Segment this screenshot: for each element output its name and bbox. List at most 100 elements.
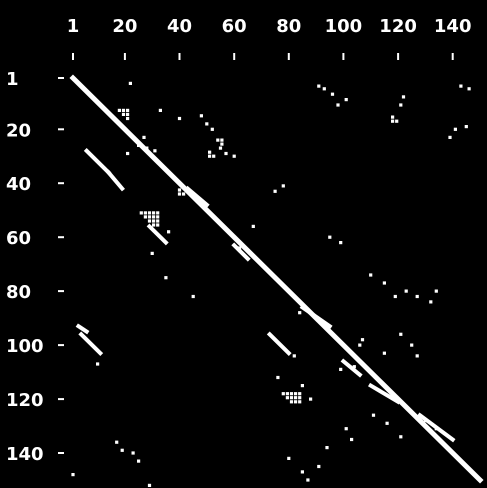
nonzero-point: [325, 446, 329, 450]
x-tick-label: 100: [325, 16, 363, 37]
nonzero-point: [371, 413, 376, 417]
nonzero-point: [399, 332, 403, 336]
nonzero-point: [210, 127, 214, 131]
nonzero-point: [322, 87, 326, 91]
nonzero-point: [224, 151, 228, 156]
nonzero-cluster-cell: [152, 211, 156, 215]
nonzero-cluster-cell: [139, 211, 143, 215]
nonzero-point: [434, 427, 438, 431]
nonzero-point: [344, 98, 348, 102]
x-tick-label: 80: [276, 16, 301, 37]
nonzero-cluster-cell: [147, 215, 152, 219]
nonzero-cluster-cell: [208, 150, 212, 154]
nonzero-point: [410, 343, 414, 347]
nonzero-point: [251, 224, 255, 228]
y-tick-label: 100: [6, 336, 44, 357]
nonzero-point: [199, 114, 203, 118]
nonzero-point: [330, 92, 335, 96]
nonzero-point: [191, 294, 195, 299]
nonzero-cluster-cell: [399, 103, 403, 107]
nonzero-cluster-cell: [147, 219, 152, 223]
nonzero-point: [71, 473, 75, 477]
nonzero-cluster-cell: [156, 223, 160, 227]
nonzero-cluster-cell: [182, 192, 186, 196]
nonzero-point: [300, 384, 304, 388]
nonzero-point: [273, 189, 277, 193]
nonzero-cluster-cell: [220, 142, 224, 146]
nonzero-point: [158, 108, 162, 112]
nonzero-point: [306, 478, 310, 482]
nonzero-point: [287, 456, 291, 460]
nonzero-cluster-cell: [117, 108, 121, 112]
nonzero-point: [153, 149, 157, 153]
nonzero-point: [131, 451, 135, 455]
nonzero-point: [369, 273, 373, 277]
nonzero-point: [382, 351, 386, 355]
nonzero-marks: [69, 74, 484, 487]
nonzero-cluster-cell: [152, 219, 156, 223]
nonzero-point: [96, 362, 100, 366]
nonzero-cluster-cell: [294, 392, 298, 396]
nonzero-point: [423, 419, 427, 423]
nonzero-cluster-cell: [298, 392, 302, 396]
nonzero-cluster-cell: [395, 119, 399, 123]
nonzero-segment: [299, 304, 333, 329]
nonzero-point: [115, 440, 119, 444]
nonzero-cluster-cell: [289, 396, 294, 400]
y-tick-label: 120: [6, 390, 44, 411]
nonzero-segment: [340, 358, 363, 378]
nonzero-point: [429, 300, 433, 304]
nonzero-cluster-cell: [289, 400, 294, 404]
nonzero-point: [298, 311, 302, 315]
nonzero-cluster-cell: [391, 119, 395, 123]
nonzero-segment: [105, 169, 125, 192]
nonzero-point: [292, 354, 296, 358]
y-tick-label: 140: [6, 444, 44, 465]
nonzero-point: [459, 84, 463, 88]
nonzero-point: [300, 470, 304, 474]
nonzero-cluster-cell: [208, 154, 212, 158]
nonzero-point: [415, 294, 419, 299]
nonzero-point: [309, 397, 313, 401]
nonzero-point: [358, 343, 362, 347]
x-tick-label: 40: [167, 16, 192, 37]
x-tick-label: 1: [67, 16, 80, 37]
nonzero-point: [434, 289, 438, 293]
nonzero-point: [317, 84, 321, 88]
nonzero-point: [145, 146, 149, 150]
nonzero-point: [352, 365, 356, 369]
nonzero-point: [415, 354, 419, 358]
nonzero-point: [164, 276, 168, 280]
nonzero-point: [137, 459, 141, 463]
nonzero-point: [448, 135, 452, 139]
nonzero-point: [336, 103, 340, 107]
x-axis-ticks: 1 20 40 60 80 100 120 140: [67, 16, 471, 60]
nonzero-cluster-cell: [177, 188, 182, 192]
nonzero-point: [344, 427, 348, 431]
nonzero-segment: [75, 323, 90, 335]
nonzero-segment: [266, 331, 292, 357]
nonzero-point: [276, 375, 280, 380]
nonzero-cluster-cell: [298, 396, 302, 400]
nonzero-cluster-cell: [294, 396, 298, 400]
nonzero-cluster-cell: [143, 215, 147, 219]
nonzero-point: [128, 81, 132, 85]
y-tick-label: 1: [6, 69, 19, 90]
nonzero-cluster-cell: [143, 211, 147, 215]
nonzero-segment: [231, 242, 251, 262]
nonzero-cluster-cell: [147, 211, 152, 215]
nonzero-point: [393, 294, 397, 299]
nonzero-cluster-cell: [220, 138, 224, 142]
nonzero-point: [453, 127, 457, 131]
nonzero-point: [339, 241, 343, 245]
x-tick-label: 20: [112, 16, 137, 37]
nonzero-point: [126, 151, 130, 156]
nonzero-point: [399, 435, 403, 439]
nonzero-cluster-cell: [156, 215, 160, 219]
nonzero-cluster-cell: [121, 108, 126, 112]
nonzero-point: [401, 95, 406, 99]
nonzero-cluster-cell: [156, 211, 160, 215]
